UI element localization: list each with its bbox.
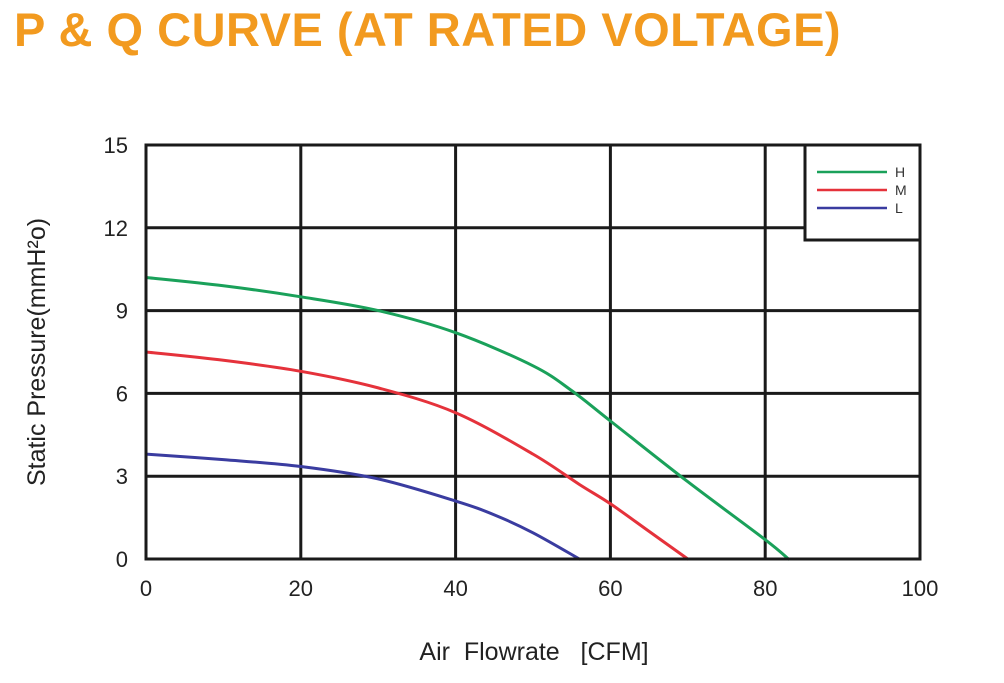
- chart-title: P & Q CURVE (AT RATED VOLTAGE): [14, 3, 842, 56]
- x-tick-label: 100: [902, 576, 939, 601]
- x-tick-label: 40: [443, 576, 467, 601]
- legend-label-h: H: [895, 164, 905, 180]
- y-tick-label: 9: [116, 299, 128, 324]
- plot-frame: [144, 143, 922, 561]
- legend-label-m: M: [895, 182, 907, 198]
- x-tick-label: 60: [598, 576, 622, 601]
- series-layer: [144, 275, 790, 561]
- legend: HML: [803, 143, 922, 242]
- legend-label-l: L: [895, 200, 903, 216]
- y-tick-label: 3: [116, 464, 128, 489]
- x-tick-label: 80: [753, 576, 777, 601]
- tick-layer: 0 20 40 60 80 100 0 3 6 9 12 15: [104, 133, 939, 601]
- series-line-m: [144, 350, 690, 561]
- legend-box: [803, 143, 922, 242]
- y-tick-label: 0: [116, 547, 128, 572]
- x-axis-label: Air Flowrate [CFM]: [419, 638, 648, 666]
- series-line-l: [144, 452, 581, 561]
- x-tick-label: 0: [140, 576, 152, 601]
- y-axis-label: Static Pressure(mmH²o): [23, 218, 51, 486]
- x-tick-label: 20: [289, 576, 313, 601]
- y-tick-label: 12: [104, 216, 128, 241]
- y-tick-label: 6: [116, 381, 128, 406]
- series-line-h: [144, 275, 790, 561]
- y-tick-label: 15: [104, 133, 128, 158]
